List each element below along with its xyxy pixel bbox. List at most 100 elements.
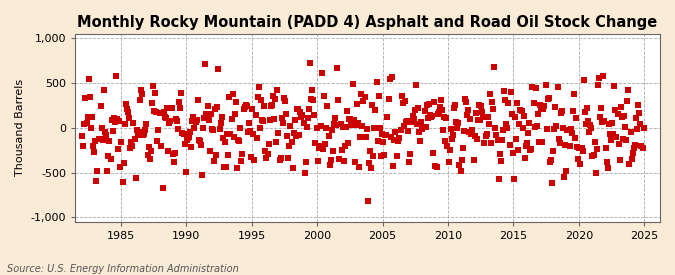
Point: [136, 87, 146, 92]
Point: [444, 147, 455, 152]
Point: [189, 126, 200, 130]
Point: [610, 108, 621, 113]
Point: [323, 133, 334, 138]
Point: [80, 96, 91, 100]
Point: [531, 123, 542, 128]
Point: [152, 138, 163, 143]
Point: [208, 128, 219, 132]
Point: [577, 149, 588, 154]
Point: [249, 158, 260, 163]
Point: [499, 89, 510, 93]
Point: [379, 153, 389, 157]
Point: [157, 110, 167, 115]
Point: [596, 105, 607, 110]
Point: [137, 92, 148, 96]
Point: [636, 144, 647, 148]
Point: [380, 133, 391, 138]
Point: [511, 137, 522, 141]
Point: [190, 120, 201, 124]
Point: [131, 128, 142, 133]
Point: [216, 115, 227, 119]
Point: [138, 133, 148, 138]
Point: [563, 127, 574, 132]
Point: [360, 135, 371, 139]
Point: [632, 126, 643, 131]
Point: [395, 128, 406, 133]
Point: [99, 88, 109, 92]
Point: [310, 141, 321, 145]
Point: [560, 143, 570, 147]
Point: [302, 116, 313, 120]
Point: [109, 116, 119, 120]
Point: [102, 169, 113, 174]
Point: [317, 71, 327, 76]
Point: [400, 120, 411, 124]
Point: [77, 134, 88, 138]
Point: [506, 90, 516, 94]
Point: [458, 128, 469, 133]
Point: [522, 141, 533, 145]
Point: [554, 137, 564, 142]
Point: [81, 121, 92, 126]
Point: [200, 62, 211, 66]
Point: [508, 150, 518, 155]
Point: [550, 105, 561, 109]
Point: [173, 127, 184, 131]
Point: [334, 156, 345, 161]
Point: [124, 116, 134, 120]
Point: [568, 109, 578, 113]
Point: [90, 139, 101, 143]
Point: [92, 169, 103, 173]
Point: [371, 79, 382, 84]
Point: [163, 149, 173, 154]
Point: [235, 126, 246, 130]
Point: [89, 150, 100, 155]
Point: [421, 125, 431, 130]
Point: [419, 109, 430, 113]
Point: [356, 92, 367, 96]
Point: [78, 144, 88, 148]
Point: [358, 99, 369, 103]
Point: [180, 142, 190, 147]
Point: [271, 140, 281, 144]
Point: [82, 115, 93, 119]
Point: [620, 125, 630, 129]
Point: [307, 88, 318, 92]
Point: [244, 129, 255, 133]
Point: [165, 119, 176, 123]
Point: [233, 138, 244, 142]
Point: [222, 132, 233, 136]
Point: [410, 82, 421, 87]
Point: [522, 131, 533, 135]
Point: [113, 147, 124, 151]
Point: [384, 76, 395, 81]
Point: [177, 131, 188, 135]
Point: [535, 103, 545, 107]
Point: [180, 170, 191, 174]
Point: [217, 136, 228, 140]
Point: [607, 120, 618, 125]
Point: [414, 130, 425, 134]
Point: [143, 145, 154, 149]
Point: [225, 132, 236, 136]
Point: [463, 108, 474, 112]
Point: [178, 132, 189, 136]
Point: [416, 120, 427, 124]
Point: [497, 138, 508, 142]
Point: [228, 134, 239, 139]
Point: [446, 126, 456, 131]
Point: [614, 158, 625, 163]
Point: [196, 172, 207, 177]
Point: [134, 98, 145, 103]
Point: [472, 118, 483, 122]
Point: [269, 116, 279, 121]
Point: [253, 85, 264, 89]
Point: [564, 144, 575, 148]
Point: [568, 91, 579, 96]
Point: [301, 125, 312, 129]
Point: [281, 112, 292, 116]
Point: [325, 158, 336, 162]
Point: [246, 155, 256, 160]
Point: [531, 86, 541, 90]
Point: [313, 146, 324, 150]
